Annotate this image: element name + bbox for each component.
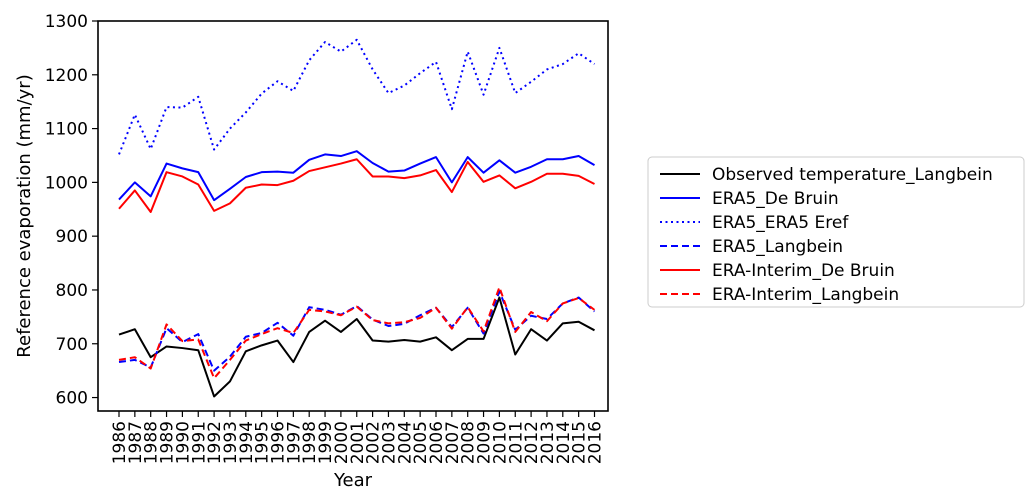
x-tick-label: 2010: [490, 421, 510, 464]
y-tick-label: 700: [56, 335, 88, 355]
x-tick-label: 2016: [586, 421, 606, 464]
y-axis-title: Reference evaporation (mm/yr): [14, 74, 35, 357]
legend-label-6: ERA-Interim_Langbein: [712, 285, 899, 305]
x-tick-label: 2013: [538, 421, 558, 464]
x-tick-label: 2005: [411, 421, 431, 464]
x-tick-label: 1994: [237, 421, 257, 464]
series-line-1: [118, 296, 595, 398]
legend-frame: [647, 156, 1025, 308]
x-tick-label: 1989: [158, 421, 178, 464]
x-tick-label: 2015: [570, 421, 590, 464]
x-tick-label: 2014: [554, 421, 574, 464]
x-tick-label: 1991: [189, 421, 209, 464]
x-tick-label: 1999: [316, 421, 336, 464]
x-tick-label: 2004: [395, 421, 415, 464]
x-tick-label: 1992: [205, 421, 225, 464]
x-tick-label: 1988: [142, 421, 162, 464]
y-tick-label: 900: [56, 227, 88, 247]
x-tick-label: 2000: [332, 421, 352, 464]
x-tick-label: 1986: [110, 421, 130, 464]
series-line-6: [118, 286, 596, 380]
x-tick-label: 2001: [348, 421, 368, 464]
legend-label-2: ERA5_De Bruin: [712, 189, 839, 209]
y-tick-label: 1100: [45, 120, 88, 140]
x-tick-label: 2009: [475, 421, 495, 464]
x-tick-label: 2011: [506, 421, 526, 464]
series-line-3: [118, 38, 596, 155]
x-tick-label: 1997: [284, 421, 304, 464]
x-tick-label: 1990: [173, 421, 193, 464]
legend-label-5: ERA-Interim_De Bruin: [712, 261, 895, 281]
y-tick-label: 600: [56, 389, 88, 409]
x-tick-label: 2012: [522, 421, 542, 464]
plot-lines: [118, 38, 596, 398]
series-line-4: [118, 290, 596, 372]
series-line-2: [118, 150, 595, 202]
plot-frame: [97, 20, 609, 412]
legend-label-3: ERA5_ERA5 Eref: [712, 213, 849, 233]
x-tick-label: 1996: [269, 421, 289, 464]
y-tick-label: 1300: [45, 12, 88, 32]
x-tick-label: 1993: [221, 421, 241, 464]
x-tick-label: 1987: [126, 421, 146, 464]
x-tick-label: 1995: [253, 421, 273, 464]
legend-label-1: Observed temperature_Langbein: [712, 165, 993, 185]
y-tick-label: 1200: [45, 66, 88, 86]
x-tick-label: 1998: [300, 421, 320, 464]
x-axis-title: Year: [333, 470, 373, 491]
x-tick-label: 2006: [427, 421, 447, 464]
x-tick-label: 2008: [459, 421, 479, 464]
x-tick-label: 2003: [379, 421, 399, 464]
x-tick-label: 2002: [364, 421, 384, 464]
x-axis: 1986198719881989199019911992199319941995…: [110, 411, 606, 464]
y-axis: 600 700 800 900 1000 1100 1200 1300: [45, 12, 98, 409]
x-tick-label: 2007: [443, 421, 463, 464]
legend-label-4: ERA5_Langbein: [712, 237, 843, 257]
series-line-5: [118, 158, 595, 213]
legend: Observed temperature_Langbein ERA5_De Bru…: [647, 156, 1025, 308]
y-tick-label: 1000: [45, 173, 88, 193]
y-tick-label: 800: [56, 281, 88, 301]
